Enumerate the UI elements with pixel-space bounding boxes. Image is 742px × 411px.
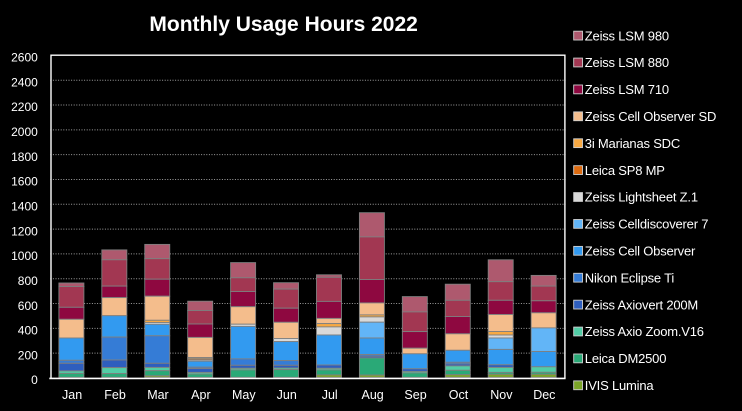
svg-text:200: 200 bbox=[18, 348, 38, 362]
svg-text:2400: 2400 bbox=[11, 75, 38, 89]
svg-text:Jun: Jun bbox=[277, 388, 297, 402]
svg-text:600: 600 bbox=[18, 299, 38, 313]
svg-text:Leica SP8 MP: Leica SP8 MP bbox=[585, 163, 665, 178]
svg-text:Leica DM2500: Leica DM2500 bbox=[585, 351, 666, 366]
svg-text:Zeiss Lightsheet Z.1: Zeiss Lightsheet Z.1 bbox=[585, 190, 698, 205]
svg-text:Oct: Oct bbox=[449, 388, 469, 402]
svg-text:Feb: Feb bbox=[104, 388, 126, 402]
svg-text:May: May bbox=[232, 388, 256, 402]
svg-text:1800: 1800 bbox=[11, 150, 38, 164]
svg-text:400: 400 bbox=[18, 324, 38, 338]
svg-text:Zeiss LSM 880: Zeiss LSM 880 bbox=[585, 55, 669, 70]
svg-text:Nov: Nov bbox=[490, 388, 513, 402]
svg-text:1200: 1200 bbox=[11, 224, 38, 238]
svg-text:1000: 1000 bbox=[11, 249, 38, 263]
svg-text:2600: 2600 bbox=[11, 51, 38, 65]
svg-text:Zeiss Axiovert 200M: Zeiss Axiovert 200M bbox=[585, 297, 698, 312]
svg-text:Zeiss Cell Observer: Zeiss Cell Observer bbox=[585, 244, 696, 259]
svg-text:Jan: Jan bbox=[62, 388, 82, 402]
svg-text:Dec: Dec bbox=[533, 388, 555, 402]
svg-text:800: 800 bbox=[18, 274, 38, 288]
svg-text:Zeiss LSM 980: Zeiss LSM 980 bbox=[585, 28, 669, 43]
svg-text:IVIS Lumina: IVIS Lumina bbox=[585, 378, 655, 393]
svg-text:Zeiss Cell Observer SD: Zeiss Cell Observer SD bbox=[585, 109, 716, 124]
svg-text:2000: 2000 bbox=[11, 125, 38, 139]
svg-text:Apr: Apr bbox=[191, 388, 210, 402]
svg-text:Sep: Sep bbox=[404, 388, 426, 402]
svg-text:1600: 1600 bbox=[11, 175, 38, 189]
svg-text:Mar: Mar bbox=[147, 388, 169, 402]
svg-text:Zeiss Celldiscoverer 7: Zeiss Celldiscoverer 7 bbox=[585, 217, 708, 232]
svg-text:2200: 2200 bbox=[11, 100, 38, 114]
svg-text:Zeiss Axio Zoom.V16: Zeiss Axio Zoom.V16 bbox=[585, 324, 704, 339]
svg-text:Monthly Usage Hours 2022: Monthly Usage Hours 2022 bbox=[149, 13, 417, 36]
svg-text:Jul: Jul bbox=[322, 388, 338, 402]
svg-text:Nikon Eclipse Ti: Nikon Eclipse Ti bbox=[585, 270, 675, 285]
svg-text:Zeiss LSM 710: Zeiss LSM 710 bbox=[585, 82, 669, 97]
svg-text:3i Marianas SDC: 3i Marianas SDC bbox=[585, 136, 680, 151]
svg-text:Aug: Aug bbox=[361, 388, 383, 402]
svg-text:1400: 1400 bbox=[11, 199, 38, 213]
svg-text:0: 0 bbox=[31, 373, 38, 387]
